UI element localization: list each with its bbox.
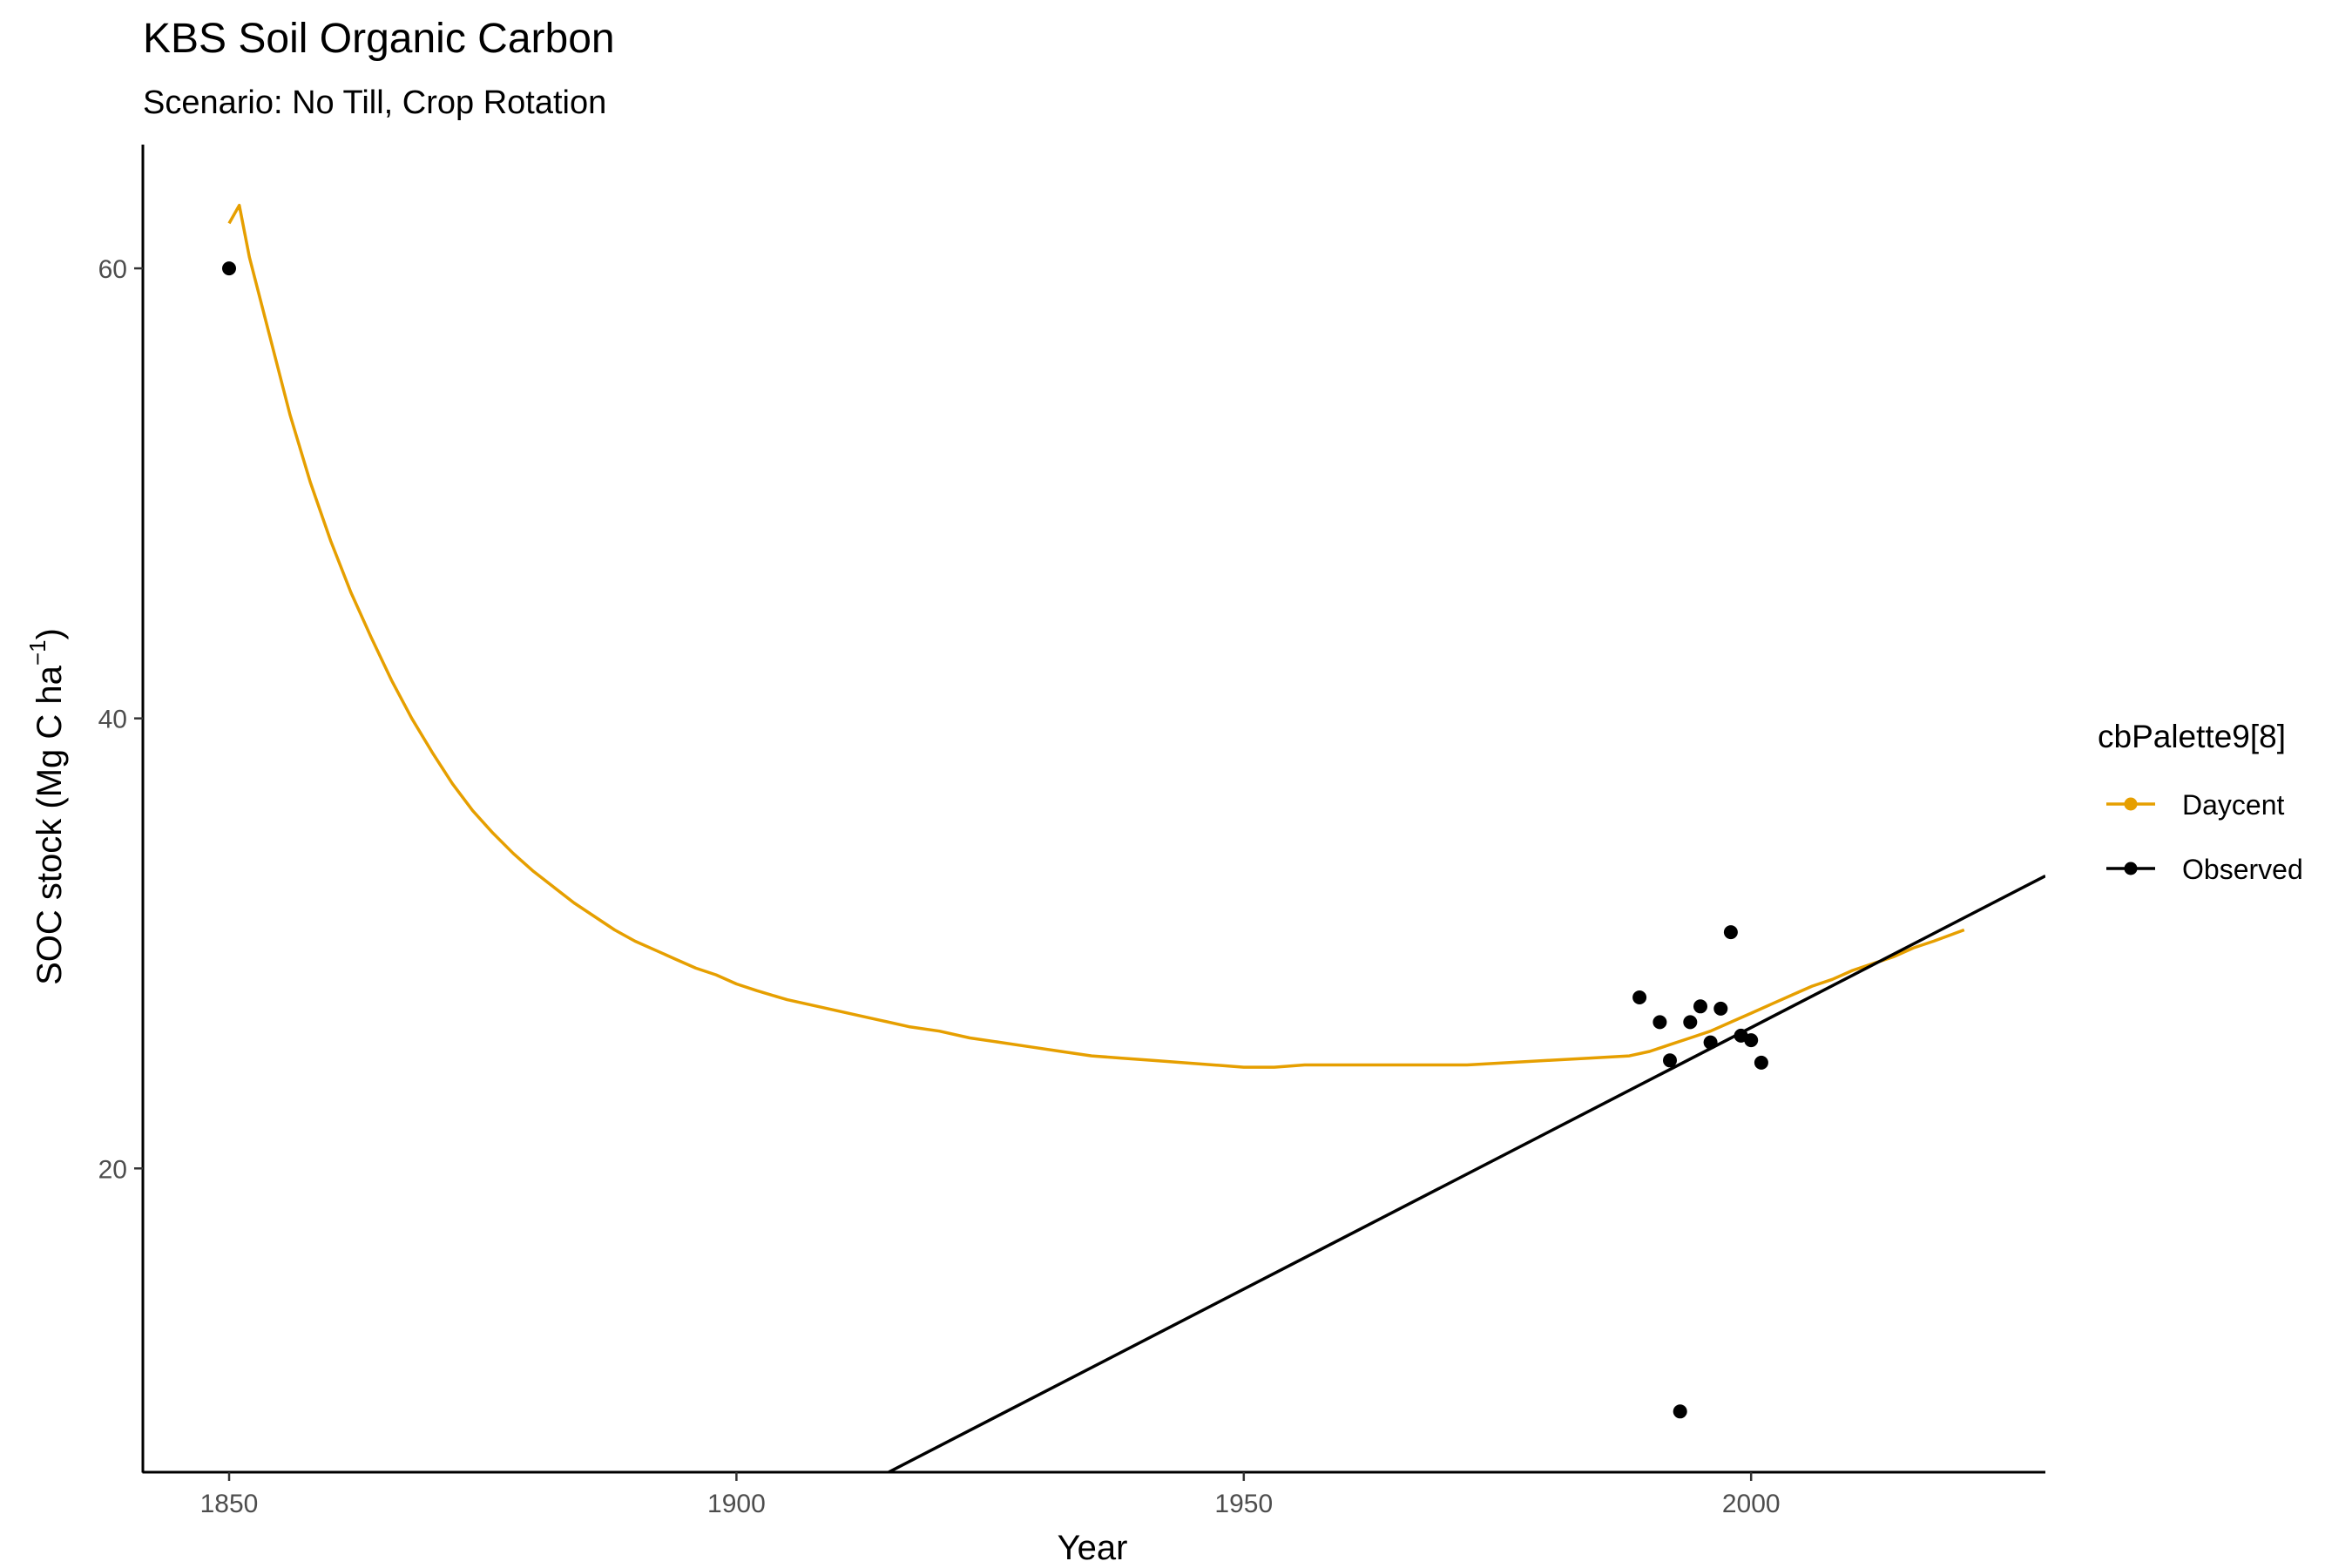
y-axis-title-superscript: −1 (24, 639, 51, 666)
x-tick-label: 2000 (1722, 1490, 1781, 1518)
observed-data-point (1723, 925, 1738, 940)
y-tick-label: 20 (98, 1155, 127, 1184)
legend-key-dot (2124, 862, 2138, 875)
y-axis-title: SOC stock (Mg C ha−1) (24, 628, 69, 985)
observed-data-point (222, 261, 236, 276)
observed-data-point (1663, 1053, 1677, 1068)
legend-key-dot (2124, 797, 2138, 811)
legend-title: cbPalette9[8] (2098, 719, 2286, 754)
observed-trend-line (888, 874, 2045, 1472)
y-tick-label: 40 (98, 706, 127, 734)
legend-entry-observed: Observed (2106, 854, 2303, 885)
observed-data-point (1693, 999, 1707, 1014)
observed-data-point (1632, 990, 1647, 1004)
legend-label-daycent: Daycent (2182, 789, 2285, 821)
observed-data-point (1683, 1015, 1698, 1030)
daycent-series-line (227, 203, 1965, 1069)
legend: cbPalette9[8] Daycent Observed (2098, 719, 2303, 885)
plot-marks (222, 203, 2045, 1472)
axes: 1850 1900 1950 2000 20 40 60 (98, 145, 2045, 1518)
observed-data-point (1744, 1033, 1759, 1048)
observed-data-point (1754, 1055, 1768, 1070)
y-axis-title-suffix: ) (30, 628, 69, 639)
observed-data-point (1713, 1001, 1728, 1016)
y-tick-label: 60 (98, 255, 127, 284)
x-axis-title: Year (1058, 1529, 1128, 1567)
x-tick-label: 1900 (707, 1490, 766, 1518)
chart-subtitle: Scenario: No Till, Crop Rotation (143, 84, 606, 121)
legend-entry-daycent: Daycent (2106, 789, 2285, 821)
y-axis-title-main: SOC stock (Mg C ha (30, 665, 69, 985)
x-tick-label: 1850 (200, 1490, 259, 1518)
observed-data-point (1652, 1015, 1667, 1030)
x-tick-label: 1950 (1214, 1490, 1273, 1518)
chart-title: KBS Soil Organic Carbon (143, 16, 615, 62)
legend-label-observed: Observed (2182, 854, 2303, 885)
observed-data-point (1673, 1404, 1687, 1419)
